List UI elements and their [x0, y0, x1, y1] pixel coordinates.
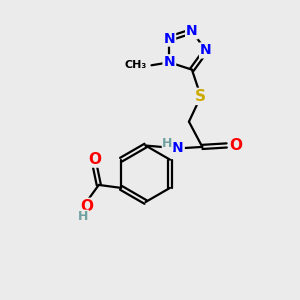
Text: S: S — [195, 89, 206, 104]
Text: H: H — [78, 210, 88, 223]
Text: N: N — [164, 32, 175, 46]
Text: O: O — [88, 152, 101, 166]
Text: N: N — [200, 44, 212, 57]
Text: O: O — [230, 138, 243, 153]
Text: O: O — [80, 199, 93, 214]
Text: N: N — [164, 55, 175, 69]
Text: H: H — [162, 137, 173, 151]
Text: CH₃: CH₃ — [125, 60, 147, 70]
Text: N: N — [172, 141, 184, 155]
Text: N: N — [186, 24, 198, 38]
